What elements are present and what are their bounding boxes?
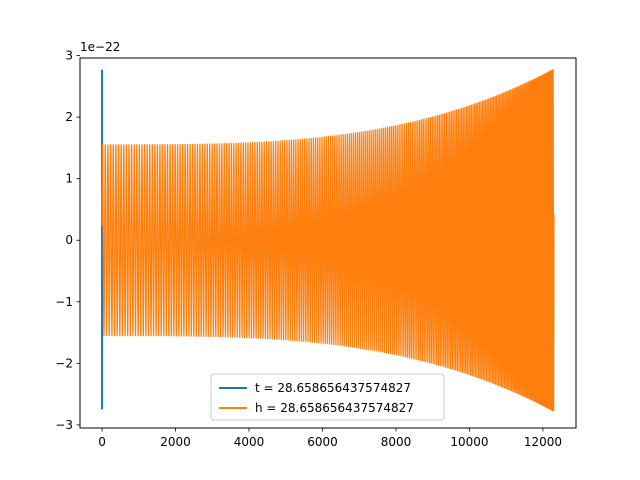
x-tick-label: 6000 — [307, 435, 338, 449]
y-tick-label: 3 — [65, 49, 73, 63]
x-tick-label: 2000 — [160, 435, 191, 449]
legend-entry-label: h = 28.658656437574827 — [255, 401, 414, 415]
x-axis: 0 2000 4000 6000 8000 10000 12000 — [98, 428, 562, 449]
x-tick-label: 0 — [98, 435, 106, 449]
y-tick-label: −1 — [55, 295, 73, 309]
plot-frame — [79, 57, 577, 429]
y-tick-label: 2 — [65, 110, 73, 124]
y-tick-label: 1 — [65, 172, 73, 186]
series-h-line — [101, 68, 555, 412]
y-tick-label: −3 — [55, 418, 73, 432]
x-tick-label: 10000 — [450, 435, 488, 449]
y-axis: −3 −2 −1 0 1 2 3 — [55, 49, 80, 432]
legend-box — [210, 373, 445, 421]
y-tick-label: −2 — [55, 356, 73, 370]
legend: t = 28.658656437574827 h = 28.65865643757… — [210, 373, 445, 421]
y-offset-label: 1e−22 — [80, 40, 120, 54]
series-layer — [101, 68, 555, 412]
x-tick-label: 8000 — [381, 435, 412, 449]
x-tick-label: 4000 — [234, 435, 265, 449]
x-tick-label: 12000 — [524, 435, 562, 449]
y-tick-label: 0 — [65, 233, 73, 247]
legend-entry-label: t = 28.658656437574827 — [255, 381, 411, 395]
